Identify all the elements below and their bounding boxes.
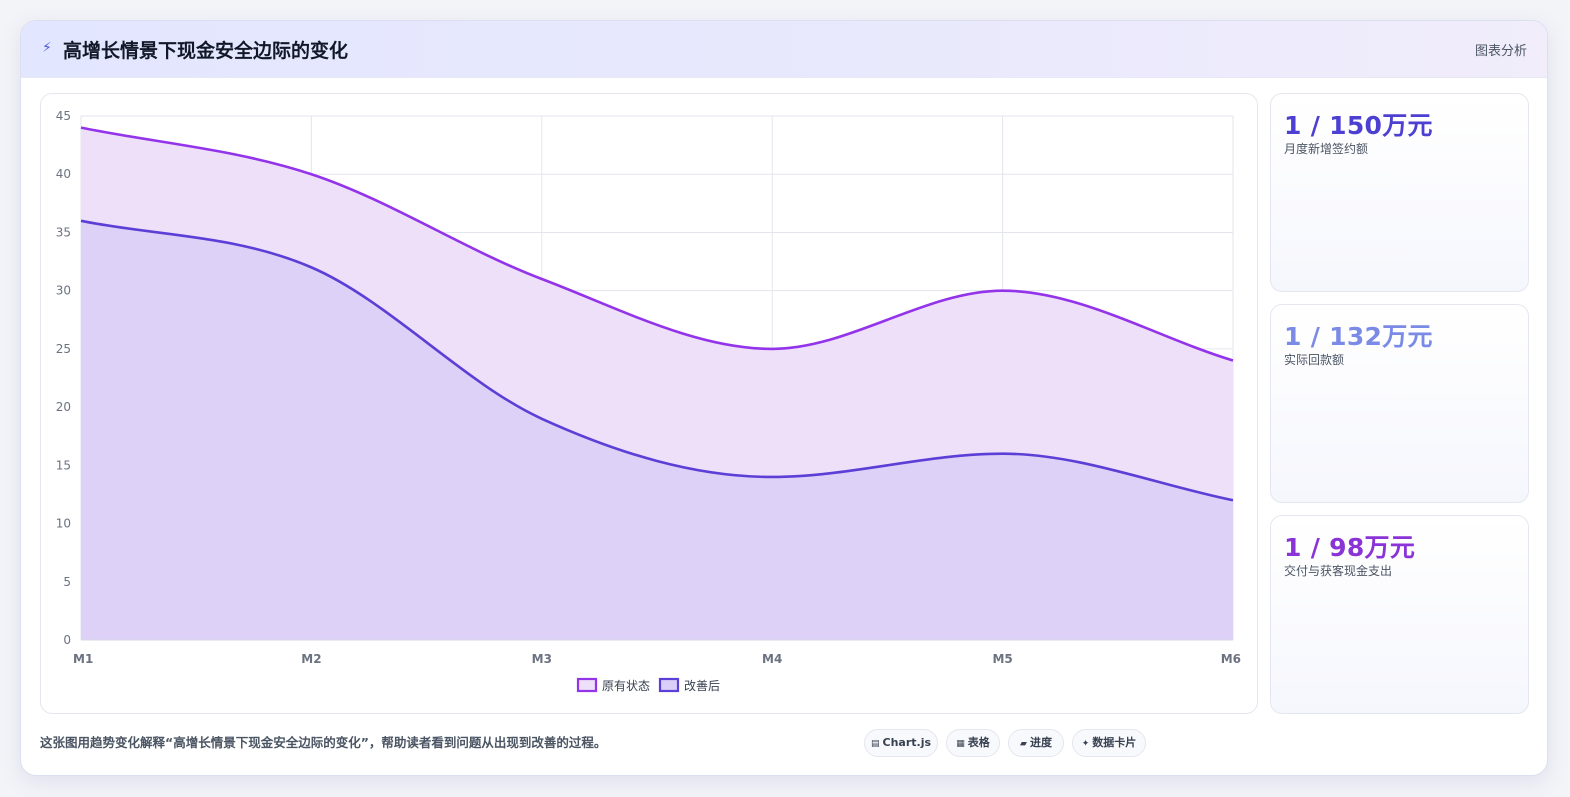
series-line-0	[80, 126, 1234, 362]
stat-value: 1 / 132万元	[1284, 322, 1433, 351]
y-tick-label: 15	[56, 458, 71, 472]
card-header: ⚡ 高增长情景下现金安全边际的变化 图表分析	[21, 21, 1547, 78]
tag-table[interactable]: ▦ 表格	[946, 729, 1000, 757]
stat-label: 实际回款额	[1284, 353, 1345, 367]
progress-icon: ▰	[1020, 739, 1027, 749]
tag-data-card[interactable]: ✦ 数据卡片	[1072, 729, 1146, 757]
stat-value: 1 / 98万元	[1284, 533, 1416, 562]
chart-analysis-link[interactable]: 图表分析	[1474, 44, 1527, 59]
chart-card: ⚡ 高增长情景下现金安全边际的变化 图表分析 0 5 10 15 20 25 30 35 40 4…	[20, 20, 1548, 776]
tag-progress[interactable]: ▰ 进度	[1008, 729, 1064, 757]
table-icon: ▦	[956, 739, 965, 749]
chart-description: 这张图用趋势变化解释“高增长情景下现金安全边际的变化”，帮助读者看到问题从出现到…	[40, 735, 607, 750]
y-tick-label: 10	[56, 517, 71, 531]
chart-panel: 0 5 10 15 20 25 30 35 40 45 M1 M2 M3 M4 M5 M6 原有状态 改善后	[40, 93, 1258, 714]
y-tick-label: 35	[56, 225, 71, 239]
x-tick-label: M2	[301, 652, 321, 666]
x-tick-label: M4	[762, 652, 782, 666]
stat-card-collected: 1 / 132万元 实际回款额	[1270, 304, 1529, 503]
stat-card-spend: 1 / 98万元 交付与获客现金支出	[1270, 515, 1529, 714]
y-tick-label: 5	[63, 575, 71, 589]
x-tick-label: M5	[992, 652, 1012, 666]
series-area-1	[81, 220, 1233, 641]
y-tick-label: 45	[56, 109, 71, 123]
legend-swatch	[576, 677, 598, 693]
page-title: 高增长情景下现金安全边际的变化	[63, 40, 349, 62]
y-tick-label: 30	[56, 284, 71, 298]
stat-value: 1 / 150万元	[1284, 111, 1433, 140]
stat-label: 月度新增签约额	[1284, 142, 1369, 156]
legend-label: 原有状态	[602, 679, 650, 693]
x-tick-label: M1	[73, 652, 93, 666]
lightning-icon: ⚡	[42, 40, 52, 56]
tag-chartjs[interactable]: ▤ Chart.js	[864, 729, 938, 757]
legend-label: 改善后	[684, 678, 720, 693]
y-tick-label: 20	[56, 400, 71, 414]
chart-icon: ▤	[870, 739, 880, 749]
stat-label: 交付与获客现金支出	[1284, 564, 1393, 578]
sparkle-icon: ✦	[1081, 739, 1090, 749]
stat-card-signed: 1 / 150万元 月度新增签约额	[1270, 93, 1529, 292]
y-tick-label: 0	[63, 633, 71, 647]
series-line-1	[80, 219, 1234, 502]
x-tick-label: M3	[532, 652, 552, 666]
y-tick-label: 25	[56, 342, 71, 356]
area-chart: 0 5 10 15 20 25 30 35 40 45 M1 M2 M3 M4 M5 M6 原有状态 改善后	[56, 109, 1241, 693]
y-tick-label: 40	[56, 167, 71, 181]
legend-swatch	[658, 677, 680, 693]
x-tick-label: M6	[1221, 652, 1241, 666]
